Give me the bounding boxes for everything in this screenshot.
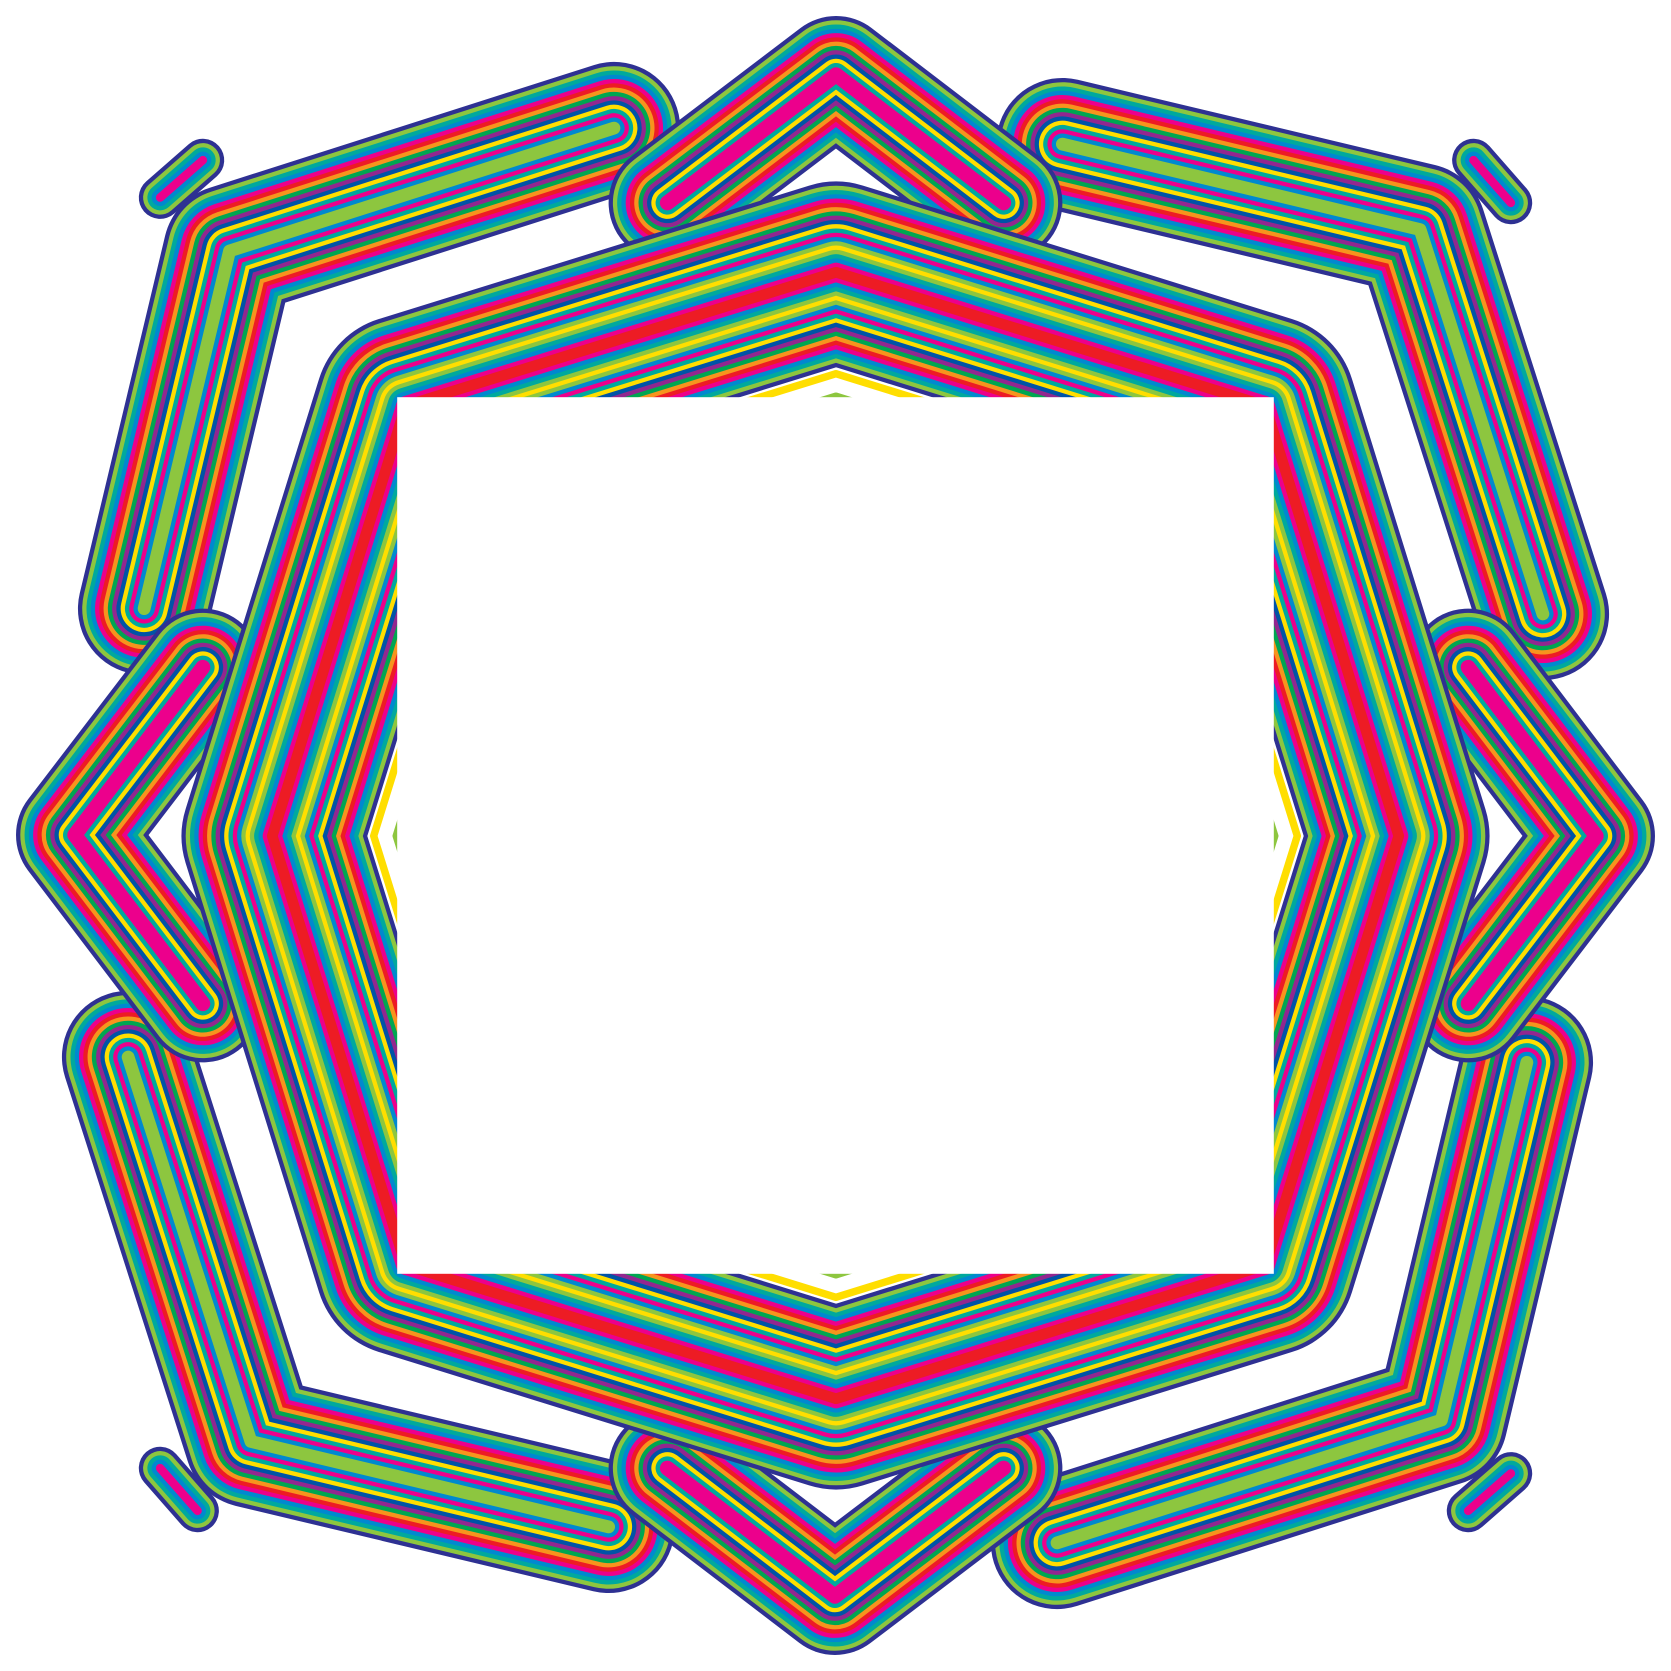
edge-lobe-stripe [659, 1460, 1012, 1604]
corner-tip-stripe [1469, 155, 1516, 208]
edge-lobe-stripe [659, 67, 1012, 211]
corner-lobes [61, 61, 1610, 1610]
main-ring [181, 181, 1490, 1490]
edge-point-lobes [16, 16, 1655, 1655]
corner-lobe-stripe [121, 1050, 616, 1534]
edge-lobe-stripe [67, 659, 211, 1012]
corner-lobe-stripe [1050, 1055, 1534, 1550]
corner-lobe-stripe [1055, 137, 1550, 621]
ring-stripe [266, 266, 1405, 1405]
corner-lobe-stripe [137, 121, 621, 616]
center-blank-area [397, 397, 1274, 1274]
corner-tip-stripe [1463, 1469, 1516, 1516]
corner-tip-stripe [155, 155, 208, 202]
corner-tip-stripe [155, 1463, 202, 1516]
edge-lobe-stripe [1460, 659, 1604, 1012]
